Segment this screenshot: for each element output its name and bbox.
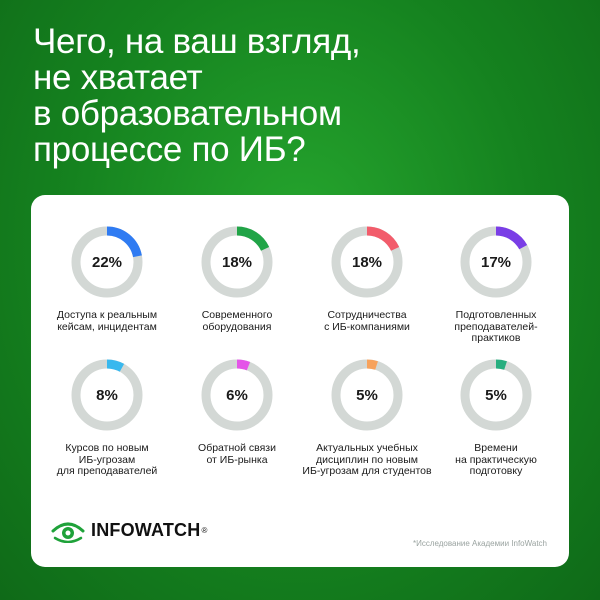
donut-segment [201, 226, 273, 298]
category-label: Подготовленных преподавателей- практиков [454, 309, 538, 344]
chart-item: 6% Обратной связи от ИБ-рынка [170, 357, 304, 466]
donut-chart: 5% [460, 359, 532, 431]
eye-logo-icon [51, 522, 85, 543]
donut-chart: 5% [331, 359, 403, 431]
headline-line-3: в образовательном [33, 94, 342, 133]
chart-item: 5% Актуальных учебных дисциплин по новым … [300, 357, 434, 478]
category-label: Доступа к реальным кейсам, инцидентам [56, 309, 158, 333]
donut-chart: 6% [201, 359, 273, 431]
category-label: Курсов по новым ИБ-угрозам для преподава… [56, 442, 158, 477]
donut-chart: 22% [71, 226, 143, 298]
percent-label: 22% [92, 254, 122, 271]
infowatch-logo: INFOWATCH ® [51, 515, 207, 545]
category-label: Времени на практическую подготовку [455, 442, 537, 477]
headline: Чего, на ваш взгляд, не хватает в образо… [33, 24, 573, 168]
percent-label: 17% [481, 254, 511, 271]
donut-chart: 17% [460, 226, 532, 298]
donut-segment [331, 359, 403, 431]
survey-card: 22% Доступа к реальным кейсам, инцидентам… [31, 195, 569, 567]
category-label: Сотрудничества с ИБ-компаниями [324, 309, 410, 333]
category-label: Обратной связи от ИБ-рынка [198, 442, 276, 466]
brand-registered-mark: ® [201, 525, 208, 535]
source-note: *Исследование Академии InfoWatch [412, 539, 547, 548]
percent-label: 8% [96, 387, 118, 404]
headline-line-4: процессе по ИБ? [33, 130, 306, 169]
percent-label: 18% [352, 254, 382, 271]
donut-segment [460, 226, 532, 298]
donut-segment [71, 359, 143, 431]
chart-item: 18% Современного оборудования [170, 224, 304, 333]
donut-segment [331, 226, 403, 298]
donut-segment [201, 359, 273, 431]
donut-chart: 18% [201, 226, 273, 298]
percent-label: 18% [222, 254, 252, 271]
percent-label: 5% [485, 387, 507, 404]
headline-line-2: не хватает [33, 58, 203, 97]
donut-chart: 18% [331, 226, 403, 298]
percent-label: 6% [226, 387, 248, 404]
donut-chart: 8% [71, 359, 143, 431]
category-label: Актуальных учебных дисциплин по новым ИБ… [302, 442, 432, 477]
category-label: Современного оборудования [201, 309, 273, 333]
donut-segment [71, 226, 143, 298]
donut-segment [460, 359, 532, 431]
headline-line-1: Чего, на ваш взгляд, [33, 22, 361, 61]
chart-item: 8% Курсов по новым ИБ-угрозам для препода… [40, 357, 174, 478]
chart-item: 22% Доступа к реальным кейсам, инцидентам [40, 224, 174, 333]
chart-item: 5% Времени на практическую подготовку [429, 357, 563, 478]
chart-item: 18% Сотрудничества с ИБ-компаниями [300, 224, 434, 333]
percent-label: 5% [356, 387, 378, 404]
brand-name: INFOWATCH [91, 519, 201, 540]
chart-item: 17% Подготовленных преподавателей- практи… [429, 224, 563, 345]
